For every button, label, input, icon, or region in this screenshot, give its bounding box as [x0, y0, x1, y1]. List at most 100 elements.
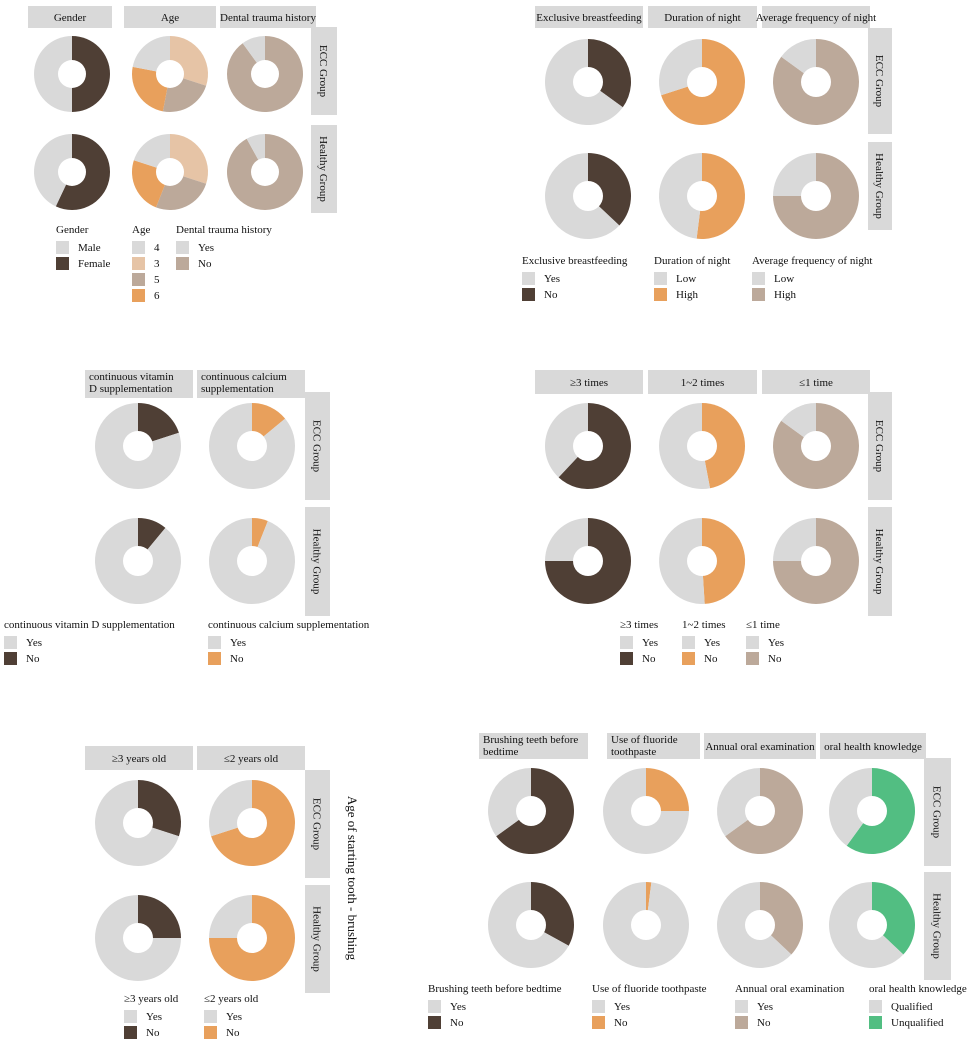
donut-0-1-hole [123, 923, 153, 953]
legend-key [204, 1026, 217, 1039]
legend: Dental trauma history Yes No [176, 224, 272, 270]
legend-label: Yes [768, 637, 784, 649]
legend-label: Yes [450, 1001, 466, 1013]
strip-title: Exclusive breastfeeding [536, 12, 642, 24]
strip-header [762, 6, 870, 28]
legend-key [735, 1016, 748, 1029]
donut-0-1-hole [573, 546, 603, 576]
legend-key [592, 1016, 605, 1029]
legend-key [654, 272, 667, 285]
strip-header [704, 733, 816, 759]
legend-label: Yes [757, 1001, 773, 1013]
legend: ≥3 years old Yes No [124, 993, 179, 1039]
legend-label: 5 [154, 274, 160, 286]
legend-title: Gender [56, 224, 89, 236]
legend: Exclusive breastfeeding Yes No [522, 255, 628, 301]
donut-2-1-hole [801, 546, 831, 576]
group-strip [305, 885, 330, 993]
donut-0-0-slice-no [588, 39, 631, 108]
strip-header [648, 6, 757, 28]
legend-key [124, 1026, 137, 1039]
legend-key [428, 1016, 441, 1029]
donut-2-0-hole [745, 796, 775, 826]
group-label: Healthy Group [311, 529, 323, 595]
legend-title: Dental trauma history [176, 224, 272, 236]
legend-label: No [450, 1017, 464, 1029]
donut-1-1-slice-no [702, 517, 746, 604]
legend-title: ≤2 years old [204, 993, 259, 1005]
legend-label: No [146, 1027, 160, 1039]
donut-2-1-hole [745, 910, 775, 940]
donut-0-1-slice-no [588, 153, 632, 226]
donut-0-0-slice-female [72, 36, 110, 112]
group-label: Healthy Group [873, 153, 885, 219]
donut-1-1-hole [237, 546, 267, 576]
legend-label: No [704, 653, 718, 665]
strip-title: Average frequency of night [756, 12, 876, 24]
legend-key [132, 273, 145, 286]
legend-key [592, 1000, 605, 1013]
donut-2-1-hole [251, 158, 279, 186]
donut-0-1-hole [573, 181, 603, 211]
group-strip [305, 392, 330, 500]
group-label: Healthy Group [873, 529, 885, 595]
strip-header [820, 733, 926, 759]
legend-title: continuous vitamin D supplementation [4, 619, 175, 631]
legend-title: Average frequency of night [752, 255, 872, 267]
donut-2-1-slice-yes [773, 518, 816, 561]
legend-label: Yes [226, 1011, 242, 1023]
legend: ≤2 years old Yes No [204, 993, 259, 1039]
donut-2-1-slice-low [773, 153, 816, 196]
legend-label: No [768, 653, 782, 665]
legend-title: Brushing teeth before bedtime [428, 983, 562, 995]
group-strip [305, 770, 330, 878]
strip-title: ≥3 times [570, 377, 608, 389]
legend-label: No [230, 653, 244, 665]
legend-label: Male [78, 242, 101, 254]
legend-label: 6 [154, 290, 160, 302]
legend-key [682, 636, 695, 649]
donut-0-1-hole [58, 158, 86, 186]
legend: oral health knowledge Qualified Unqualifie… [869, 983, 967, 1029]
legend-key [752, 272, 765, 285]
legend: 1~2 times Yes No [682, 619, 726, 665]
strip-title: ≥3 years old [112, 753, 167, 765]
legend: Average frequency of night Low High [752, 255, 872, 301]
donut-0-0-hole [123, 808, 153, 838]
legend-key [56, 241, 69, 254]
chart-1: Gender Age Dental trauma history ECC Group H… [28, 6, 337, 302]
strip-header [197, 370, 305, 398]
group-strip [868, 142, 892, 230]
strip-title: Duration of night [664, 12, 740, 24]
legend-label: 3 [154, 258, 160, 270]
donut-1-0-hole [156, 60, 184, 88]
legend-title: ≥3 times [620, 619, 658, 631]
legend: continuous calcium supplementation Yes No [208, 619, 370, 665]
donut-1-1-slice-low [659, 153, 702, 239]
legend-key [124, 1010, 137, 1023]
donut-1-0-slice-no [702, 403, 746, 489]
legend-key [4, 636, 17, 649]
donut-0-1-hole [516, 910, 546, 940]
group-strip [868, 28, 892, 134]
strip-title: D supplementation [89, 383, 173, 395]
donut-2-1-hole [801, 181, 831, 211]
donut-1-0-hole [237, 431, 267, 461]
legend-label: Unqualified [891, 1017, 944, 1029]
group-label: Healthy Group [311, 906, 323, 972]
strip-header [648, 370, 757, 394]
group-label: ECC Group [311, 420, 323, 473]
strip-title: 1~2 times [681, 377, 725, 389]
legend-key [869, 1016, 882, 1029]
group-label: Healthy Group [317, 136, 329, 202]
donut-1-0-slice-yes [659, 403, 711, 489]
strip-title: ≤1 time [799, 377, 833, 389]
strip-header [124, 6, 216, 28]
donut-3-0-hole [857, 796, 887, 826]
donut-1-1-hole [237, 923, 267, 953]
legend-label: Yes [146, 1011, 162, 1023]
strip-title: continuous calcium [201, 371, 287, 383]
donut-1-1-slice-high [696, 153, 746, 240]
legend-label: No [642, 653, 656, 665]
